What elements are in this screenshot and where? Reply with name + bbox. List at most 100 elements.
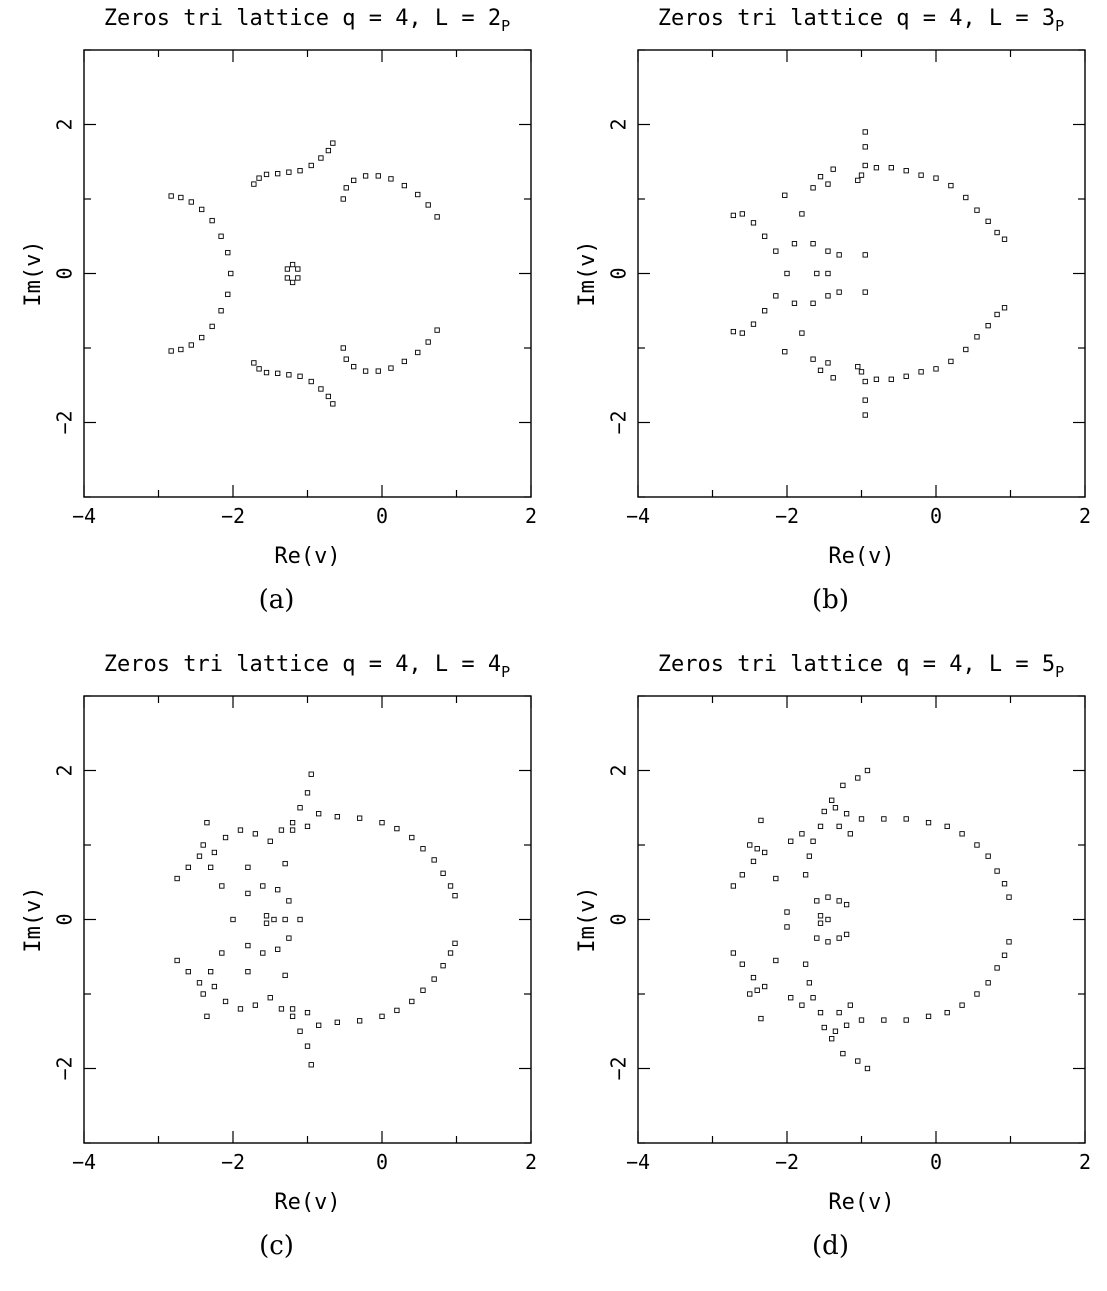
x-axis-label: Re(v) <box>828 544 894 569</box>
zero-point <box>862 378 868 385</box>
zero-point <box>963 194 969 201</box>
zero-point <box>773 248 779 254</box>
zero-point <box>873 165 880 171</box>
chart-title-subscript: P <box>1055 663 1064 681</box>
zero-point <box>873 376 880 382</box>
zero-point <box>219 950 225 956</box>
x-tick-label: −2 <box>775 504 799 528</box>
zero-point <box>209 217 215 224</box>
zero-point <box>829 797 835 803</box>
zero-point <box>219 883 225 889</box>
x-tick-label: −2 <box>221 1150 245 1174</box>
zero-point <box>747 842 753 848</box>
zero-point <box>275 946 281 952</box>
zero-point <box>903 168 909 174</box>
zero-point <box>440 870 446 876</box>
x-tick-label: 2 <box>525 504 537 528</box>
zero-point <box>420 846 426 852</box>
zero-point <box>316 1022 322 1028</box>
zero-point <box>985 853 991 859</box>
zero-point <box>256 366 262 372</box>
zero-point <box>1001 236 1008 242</box>
zero-point <box>434 327 440 333</box>
zero-point <box>948 358 954 365</box>
x-tick-label: 2 <box>525 1150 537 1174</box>
zero-point <box>251 360 257 366</box>
zero-point <box>814 898 820 904</box>
chart-title: Zeros tri lattice q = 4, L = 4P <box>104 652 510 681</box>
zero-point <box>817 1009 824 1016</box>
zero-point <box>388 176 394 182</box>
zero-point <box>425 202 431 208</box>
plot-b: Zeros tri lattice q = 4, L = 3P −4 −2 0 2 −2 0… <box>575 6 1091 569</box>
zero-point <box>199 334 205 341</box>
zero-point <box>1001 881 1008 887</box>
zero-point <box>836 823 842 830</box>
caption-b: (b) <box>812 585 849 615</box>
zero-point <box>434 214 440 220</box>
zero-point <box>351 177 357 184</box>
x-tick-label: −2 <box>221 504 245 528</box>
plot-frame <box>83 695 532 1144</box>
y-tick-label: −2 <box>53 1056 77 1080</box>
zero-point <box>847 1002 853 1008</box>
chart-title-subscript: P <box>501 663 510 681</box>
zero-point <box>817 823 824 830</box>
y-axis-label: Im(v) <box>21 886 46 952</box>
zero-point <box>843 1022 850 1028</box>
zero-point <box>836 252 842 258</box>
zero-point <box>782 192 788 198</box>
zero-point <box>278 1006 285 1012</box>
zero-point <box>252 1002 258 1008</box>
zero-point <box>836 935 842 941</box>
zero-point <box>289 1006 296 1012</box>
zero-point <box>452 940 458 946</box>
zero-point <box>185 969 191 975</box>
zero-point <box>862 252 868 258</box>
zero-point <box>207 969 214 975</box>
zero-point <box>297 805 303 811</box>
zero-point <box>252 831 258 837</box>
zero-point <box>994 229 1000 236</box>
zero-point <box>750 321 757 327</box>
zero-point <box>379 1013 385 1019</box>
zero-point <box>275 171 281 177</box>
zero-point <box>847 831 853 837</box>
zero-point <box>420 987 426 993</box>
zero-point <box>401 358 407 365</box>
y-tick-label: −2 <box>53 410 77 434</box>
x-tick-label: −4 <box>72 1150 96 1174</box>
zero-point <box>810 356 816 362</box>
zero-point <box>222 834 229 841</box>
plot-frame <box>637 695 1086 1144</box>
zero-point <box>284 266 291 272</box>
zero-point <box>933 175 939 181</box>
zero-point <box>431 857 437 863</box>
caption-c: (c) <box>259 1231 294 1261</box>
zero-point <box>802 961 809 967</box>
plot-frame <box>83 49 532 498</box>
zero-point <box>730 328 737 335</box>
zero-point <box>297 1028 303 1034</box>
zero-point <box>318 386 324 392</box>
zero-point <box>825 293 831 299</box>
x-tick-label: 2 <box>1079 504 1091 528</box>
zero-point <box>773 957 779 964</box>
zero-point <box>817 913 824 919</box>
zero-point <box>817 367 824 373</box>
zero-point <box>832 805 839 811</box>
zero-point <box>888 376 894 382</box>
zero-point <box>188 199 194 205</box>
chart-title: Zeros tri lattice q = 4, L = 5P <box>658 652 1064 681</box>
zero-point <box>825 939 831 945</box>
zero-point <box>829 1036 835 1042</box>
zero-point <box>761 983 768 990</box>
zero-point <box>415 349 421 356</box>
zero-point <box>814 270 820 277</box>
zero-point <box>289 261 296 268</box>
zero-point <box>825 270 831 277</box>
zero-point <box>174 957 180 964</box>
zero-point <box>773 875 779 882</box>
zero-point <box>730 212 737 219</box>
zero-point <box>918 172 924 178</box>
